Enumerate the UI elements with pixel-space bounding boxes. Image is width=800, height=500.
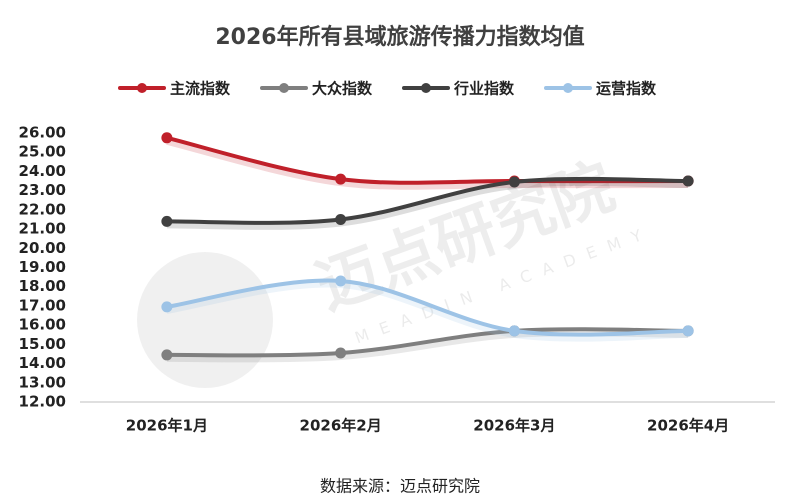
legend-label: 运营指数: [596, 80, 657, 98]
point: [335, 213, 347, 225]
y-tick-label: 20.00: [19, 239, 66, 257]
chart-title: 2026年所有县域旅游传播力指数均值: [215, 24, 584, 50]
y-tick-label: 25.00: [19, 143, 66, 161]
point: [335, 347, 347, 359]
point: [161, 301, 173, 313]
series-line: [166, 278, 689, 337]
y-tick-label: 14.00: [19, 354, 66, 372]
legend-label: 行业指数: [453, 80, 515, 98]
y-tick-label: 16.00: [19, 316, 66, 334]
y-tick-label: 12.00: [19, 393, 66, 411]
legend-marker: [137, 83, 147, 93]
legend-label: 大众指数: [312, 80, 373, 98]
x-tick-label: 2026年1月: [126, 417, 208, 435]
series-line: [166, 135, 689, 185]
legend-marker: [421, 83, 431, 93]
source: 数据来源：迈点研究院: [320, 477, 480, 496]
y-tick-label: 17.00: [19, 296, 66, 314]
line-shadow: [166, 281, 689, 342]
y-tick-label: 13.00: [19, 373, 66, 391]
x-tick-label: 2026年3月: [473, 417, 555, 435]
line-shadow: [166, 138, 689, 190]
point: [682, 325, 694, 337]
point: [161, 349, 173, 361]
series-line: [166, 327, 689, 358]
legend-label: 主流指数: [170, 80, 231, 98]
y-tick-label: 23.00: [19, 181, 66, 199]
point: [335, 275, 347, 287]
y-tick-label: 24.00: [19, 162, 66, 180]
point: [161, 132, 173, 144]
y-tick-label: 18.00: [19, 277, 66, 295]
line-shadow: [166, 179, 689, 230]
y-tick-label: 15.00: [19, 335, 66, 353]
y-tick-label: 21.00: [19, 220, 66, 238]
x-tick-label: 2026年4月: [647, 417, 729, 435]
series-line: [166, 176, 689, 225]
x-tick-label: 2026年2月: [300, 417, 382, 435]
point: [335, 173, 347, 185]
point: [508, 325, 520, 337]
point: [682, 175, 694, 187]
legend-marker: [563, 83, 573, 93]
point: [161, 215, 173, 227]
legend-marker: [279, 83, 289, 93]
point: [508, 176, 520, 188]
y-tick-label: 19.00: [19, 258, 66, 276]
y-tick-label: 26.00: [19, 124, 66, 142]
watermark-logo: [137, 252, 273, 388]
y-tick-label: 22.00: [19, 200, 66, 218]
